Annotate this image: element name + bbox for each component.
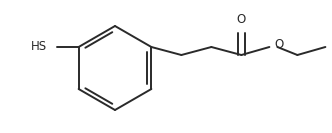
Text: O: O bbox=[274, 38, 284, 51]
Text: HS: HS bbox=[31, 41, 46, 53]
Text: O: O bbox=[237, 13, 246, 26]
